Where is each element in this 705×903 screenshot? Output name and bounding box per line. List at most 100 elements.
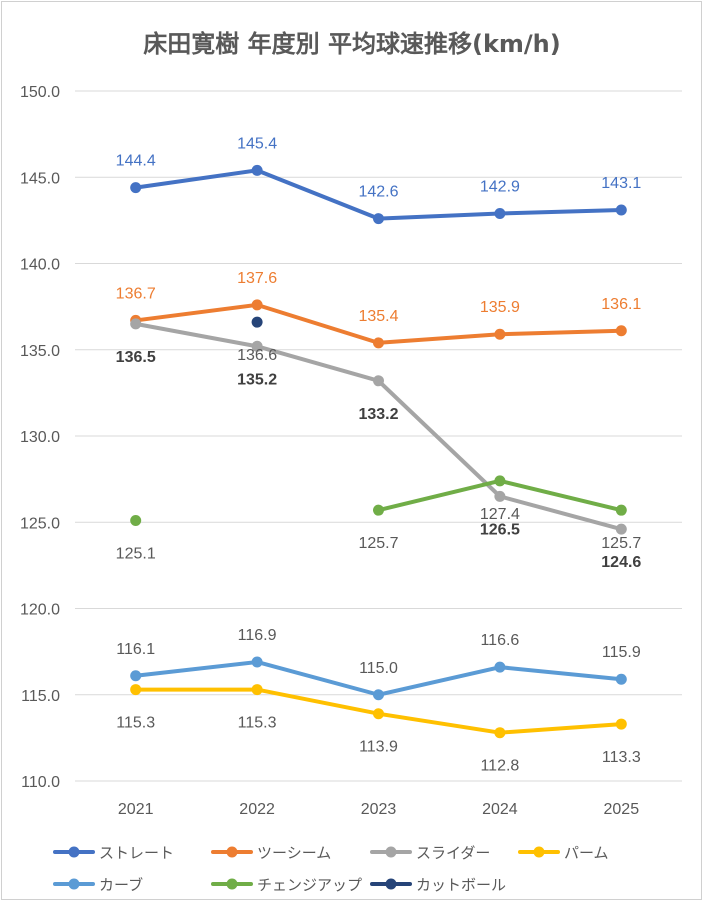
legend-item: チェンジアップ	[211, 876, 362, 894]
legend-item: スライダー	[370, 844, 490, 862]
legend-label: カットボール	[416, 876, 506, 894]
data-label: 125.7	[358, 535, 398, 552]
legend-swatch-marker	[226, 846, 238, 858]
data-point	[615, 718, 627, 730]
data-point	[494, 490, 506, 502]
legend-label: スライダー	[416, 844, 490, 862]
y-tick-label: 135.0	[20, 343, 60, 360]
data-label: 125.1	[116, 546, 156, 563]
legend-item: カットボール	[370, 876, 506, 894]
x-tick-label: 2025	[604, 801, 640, 818]
data-label: 133.2	[358, 406, 398, 423]
data-point	[130, 182, 142, 194]
data-label: 136.7	[116, 285, 156, 302]
data-label: 126.5	[480, 521, 520, 538]
legend-swatch-marker	[68, 878, 80, 890]
data-label: 135.9	[480, 299, 520, 316]
data-label: 116.1	[116, 641, 155, 658]
data-point	[615, 673, 627, 685]
data-label: 113.9	[359, 739, 398, 756]
data-label: 135.2	[237, 371, 277, 388]
legend-swatch-marker	[68, 846, 80, 858]
x-tick-label: 2023	[361, 801, 397, 818]
data-label: 143.1	[601, 175, 641, 192]
data-label: 127.4	[480, 506, 520, 523]
data-label: 142.9	[480, 178, 520, 195]
y-tick-label: 125.0	[20, 515, 60, 532]
data-label: 142.6	[358, 184, 398, 201]
x-tick-label: 2021	[118, 801, 154, 818]
x-tick-label: 2024	[482, 801, 518, 818]
data-point	[130, 515, 142, 527]
data-label: 116.9	[238, 627, 277, 644]
data-point	[251, 299, 263, 311]
y-tick-label: 110.0	[21, 774, 60, 791]
y-axis: 110.0 115.0 120.0 125.0 130.0 135.0 140.0 145.0…	[20, 84, 60, 791]
legend-label: カーブ	[99, 876, 143, 894]
data-label: 144.4	[116, 153, 156, 170]
data-point	[615, 204, 627, 216]
data-point	[251, 316, 263, 328]
data-point	[494, 475, 506, 487]
data-point	[130, 670, 142, 682]
x-tick-label: 2022	[239, 801, 275, 818]
data-point	[615, 523, 627, 535]
legend-item: カーブ	[53, 876, 143, 894]
legend-swatch-marker	[385, 878, 397, 890]
data-label: 115.9	[602, 644, 641, 661]
x-axis: 2021 2022 2023 2024 2025	[118, 801, 639, 818]
legend-item: ツーシーム	[211, 844, 331, 862]
data-label: 136.5	[116, 349, 156, 366]
data-point	[373, 375, 384, 387]
data-label: 125.7	[601, 535, 641, 552]
data-label: 136.6	[237, 347, 277, 364]
data-label: 136.1	[601, 296, 641, 313]
data-label: 145.4	[237, 135, 277, 152]
legend-swatch-marker	[533, 846, 545, 858]
gridlines	[75, 90, 682, 782]
chart-title: 床田寛樹 年度別 平均球速推移(km/h)	[143, 30, 560, 58]
legend-swatch-marker	[226, 878, 238, 890]
data-label: 113.3	[602, 749, 641, 766]
data-label: 116.6	[480, 632, 519, 649]
y-tick-label: 140.0	[20, 257, 60, 274]
data-point	[615, 504, 627, 516]
data-label: 135.4	[358, 308, 398, 325]
data-point	[130, 318, 142, 330]
data-label: 115.3	[238, 715, 277, 732]
data-point	[494, 207, 506, 219]
data-point	[373, 504, 384, 516]
legend-label: パーム	[564, 844, 609, 862]
data-point	[373, 213, 384, 225]
data-point	[130, 684, 142, 696]
data-point	[494, 727, 506, 739]
y-tick-label: 145.0	[20, 170, 60, 187]
data-label: 124.6	[601, 554, 641, 571]
y-tick-label: 130.0	[20, 429, 60, 446]
y-tick-label: 120.0	[20, 602, 60, 619]
data-point	[251, 340, 263, 352]
legend-item: パーム	[518, 844, 609, 862]
data-label: 115.0	[359, 660, 398, 677]
data-point	[494, 661, 506, 673]
legend-label: チェンジアップ	[257, 876, 362, 894]
data-point	[494, 328, 506, 340]
series-line	[133, 321, 624, 532]
legend-label: ツーシーム	[257, 844, 331, 862]
data-labels: 144.4 145.4 142.6 142.9 143.1 136.7 137.6 135.4…	[116, 135, 642, 774]
data-point	[615, 325, 627, 337]
data-label: 115.3	[116, 715, 155, 732]
legend-swatch-marker	[385, 846, 397, 858]
data-point	[251, 656, 263, 668]
data-point	[251, 164, 263, 176]
legend-item: ストレート	[53, 844, 174, 862]
data-label: 137.6	[237, 270, 277, 287]
data-point	[373, 708, 384, 720]
data-point	[373, 689, 384, 701]
legend-label: ストレート	[99, 844, 174, 862]
data-label: 112.8	[480, 758, 519, 775]
data-point	[251, 684, 263, 696]
